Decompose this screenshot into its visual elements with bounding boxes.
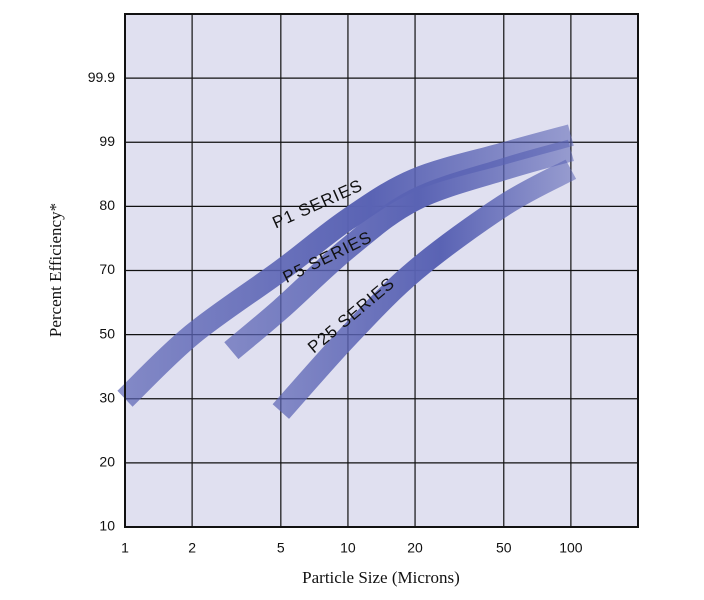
y-tick-label: 80	[99, 197, 115, 213]
y-tick-label: 70	[99, 261, 115, 277]
y-tick-label: 20	[99, 454, 115, 470]
y-tick-label: 99.9	[88, 69, 115, 85]
x-tick-label: 50	[496, 540, 512, 556]
efficiency-band	[224, 139, 574, 360]
x-tick-label: 1	[121, 540, 129, 556]
x-tick-label: 2	[188, 540, 196, 556]
x-tick-label: 20	[407, 540, 423, 556]
x-tick-label: 5	[277, 540, 285, 556]
x-tick-label: 10	[340, 540, 356, 556]
y-tick-label: 10	[99, 518, 115, 534]
x-axis-label: Particle Size (Microns)	[302, 568, 460, 587]
efficiency-band	[272, 159, 577, 419]
efficiency-band	[117, 124, 574, 407]
plot-frame	[124, 13, 639, 528]
x-tick-label: 100	[559, 540, 583, 556]
y-tick-label: 50	[99, 325, 115, 341]
y-tick-label: 30	[99, 389, 115, 405]
y-tick-label: 99	[99, 133, 115, 149]
y-axis-label: Percent Efficiency*	[46, 203, 65, 337]
